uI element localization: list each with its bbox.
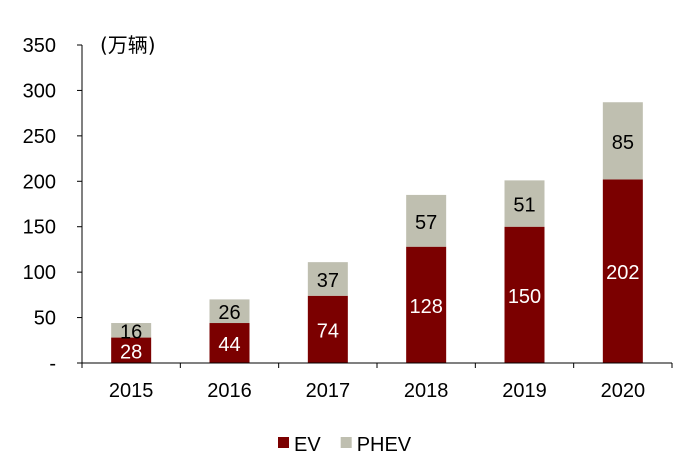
data-label-ev: 128 bbox=[409, 296, 442, 318]
y-tick-label: - bbox=[49, 353, 56, 375]
bar-segment-phev bbox=[209, 299, 250, 324]
bar-segment-phev bbox=[307, 262, 348, 296]
y-tick-label: 50 bbox=[34, 308, 56, 330]
y-tick-label: 300 bbox=[23, 80, 56, 102]
data-label-phev: 37 bbox=[317, 270, 339, 292]
x-tick-label: 2016 bbox=[207, 380, 252, 402]
bar-segment-phev bbox=[602, 102, 643, 180]
legend: EV PHEV bbox=[278, 434, 412, 456]
bar-segment-phev bbox=[111, 323, 152, 338]
y-tick-label: 200 bbox=[23, 171, 56, 193]
data-label-ev: 202 bbox=[606, 262, 639, 284]
legend-swatch-ev bbox=[278, 437, 289, 448]
legend-swatch-phev bbox=[340, 437, 352, 448]
x-tick-label: 2020 bbox=[601, 380, 646, 402]
data-label-phev: 85 bbox=[612, 132, 634, 154]
data-label-phev: 51 bbox=[513, 195, 535, 217]
x-tick-label: 2017 bbox=[306, 380, 351, 402]
data-label-phev: 57 bbox=[415, 212, 437, 234]
bar-segment-phev bbox=[504, 180, 545, 227]
y-tick-label: 250 bbox=[23, 126, 56, 148]
y-axis-unit-label: (万辆) bbox=[100, 33, 156, 57]
data-label-phev: 26 bbox=[218, 302, 240, 324]
bar-segment-ev bbox=[111, 337, 152, 363]
data-label-phev: 16 bbox=[120, 321, 142, 343]
bar-segment-ev bbox=[406, 246, 447, 363]
bar-segment-ev bbox=[307, 295, 348, 363]
legend-label-ev: EV bbox=[294, 434, 321, 456]
bar-segment-phev bbox=[406, 194, 447, 247]
bar-segment-ev bbox=[602, 179, 643, 363]
x-tick-label: 2018 bbox=[404, 380, 449, 402]
data-label-ev: 150 bbox=[508, 286, 541, 308]
y-tick-label: 100 bbox=[23, 262, 56, 284]
y-tick-label: 350 bbox=[23, 35, 56, 57]
x-tick-label: 2019 bbox=[502, 380, 547, 402]
bar-segment-ev bbox=[504, 226, 545, 363]
data-label-ev: 44 bbox=[218, 334, 240, 356]
data-label-ev: 28 bbox=[120, 341, 142, 363]
y-axis: - 50 100 150 200 250 300 350 bbox=[23, 35, 83, 375]
x-tick-label: 2015 bbox=[109, 380, 154, 402]
bar-segment-ev bbox=[209, 323, 250, 363]
x-axis: 2015 2016 2017 2018 2019 2020 bbox=[81, 362, 673, 402]
legend-label-phev: PHEV bbox=[357, 434, 412, 456]
y-tick-label: 150 bbox=[23, 217, 56, 239]
data-label-ev: 74 bbox=[317, 320, 339, 342]
